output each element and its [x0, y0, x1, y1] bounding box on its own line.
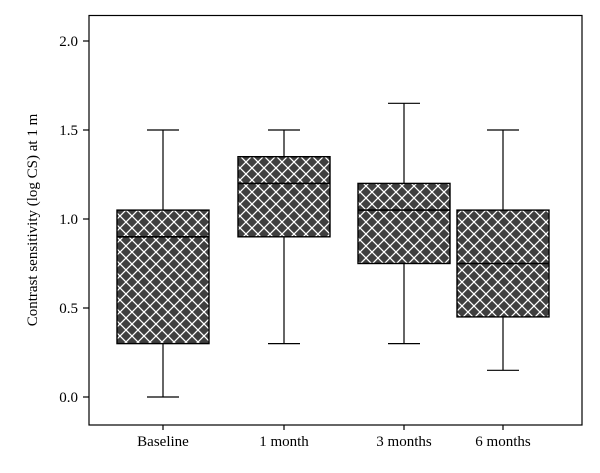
y-tick-label: 2.0 — [59, 34, 78, 50]
y-axis: 0.0 0.5 1.0 1.5 2.0 — [59, 34, 89, 406]
box-3-months — [357, 102, 451, 345]
box-6-months — [456, 129, 550, 371]
iqr-box — [357, 182, 451, 265]
box-baseline — [116, 129, 210, 398]
iqr-box — [116, 209, 210, 345]
iqr-box — [237, 155, 331, 238]
y-tick-label: 1.5 — [59, 123, 78, 139]
plot-area-frame — [88, 14, 583, 426]
y-tick-label: 1.0 — [59, 212, 78, 228]
x-tick-label: 3 months — [376, 434, 432, 450]
x-tick-label: 1 month — [259, 434, 309, 450]
x-axis: Baseline 1 month 3 months 6 months — [137, 425, 531, 450]
x-tick-label: 6 months — [475, 434, 531, 450]
y-tick-label: 0.0 — [59, 390, 78, 406]
y-tick-label: 0.5 — [59, 301, 78, 317]
y-axis-label: Contrast sensitivity (log CS) at 1 m — [25, 113, 41, 326]
box-1-month — [237, 129, 331, 345]
x-tick-label: Baseline — [137, 434, 189, 450]
boxes-layer — [116, 102, 550, 398]
